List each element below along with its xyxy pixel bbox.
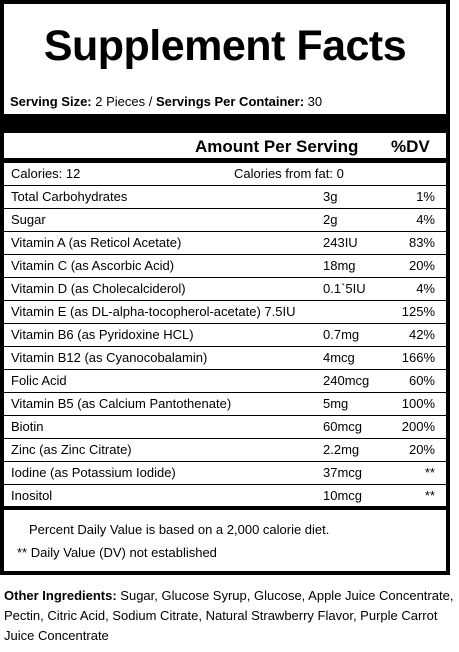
nutrient-name: Vitamin D (as Cholecalciderol): [11, 281, 186, 296]
nutrient-row: Vitamin E (as DL-alpha-tocopherol-acetat…: [4, 301, 446, 324]
nutrient-amount: 10mcg: [323, 488, 363, 503]
nutrient-row: Zinc (as Zinc Citrate) 2.2mg 20%: [4, 439, 446, 462]
nutrient-name: Vitamin B6 (as Pyridoxine HCL): [11, 327, 194, 342]
nutrient-dv: 20%: [408, 442, 435, 457]
nutrient-name: Zinc (as Zinc Citrate): [11, 442, 132, 457]
nutrient-name: Vitamin C (as Ascorbic Acid): [11, 258, 175, 273]
nutrient-dv: 60%: [408, 373, 435, 388]
nutrient-name: Vitamin E (as DL-alpha-tocopherol-acetat…: [11, 304, 296, 319]
nutrient-name: Folic Acid: [11, 373, 67, 388]
calories-from-fat: Calories from fat: 0: [234, 166, 344, 181]
nutrient-dv: 20%: [408, 258, 435, 273]
footnote-not-established: ** Daily Value (DV) not established: [17, 545, 217, 560]
nutrient-amount: 243IU: [323, 235, 358, 250]
nutrient-row: Vitamin A (as Reticol Acetate) 243IU 83%: [4, 232, 446, 255]
nutrient-name: Vitamin A (as Reticol Acetate): [11, 235, 182, 250]
nutrient-amount: 4mcg: [323, 350, 355, 365]
bottom-divider: [4, 506, 446, 510]
nutrient-amount: 240mcg: [323, 373, 370, 388]
nutrient-row: Sugar 2g 4%: [4, 209, 446, 232]
nutrient-name: Vitamin B5 (as Calcium Pantothenate): [11, 396, 232, 411]
nutrient-dv: **: [424, 465, 435, 480]
nutrient-amount: 60mcg: [323, 419, 363, 434]
calories-label: Calories: 12: [11, 166, 81, 181]
nutrient-dv: **: [424, 488, 435, 503]
nutrient-dv: 200%: [401, 419, 435, 434]
nutrient-amount: 37mcg: [323, 465, 363, 480]
amount-per-serving-header: Amount Per Serving: [195, 137, 359, 156]
other-ingredients-text: Sugar, Glucose Syrup, Glucose, Apple Jui…: [4, 588, 454, 643]
serving-size-value: 2 Pieces /: [91, 94, 156, 109]
nutrient-amount: 0.7mg: [323, 327, 360, 342]
nutrient-name: Sugar: [11, 212, 46, 227]
footnote-percent-dv: Percent Daily Value is based on a 2,000 …: [29, 522, 330, 537]
supplement-facts-panel: Supplement Facts Serving Size: 2 Pieces …: [0, 0, 450, 575]
serving-size-label: Serving Size:: [10, 94, 92, 109]
nutrient-amount: 18mg: [323, 258, 356, 273]
nutrient-name: Biotin: [11, 419, 44, 434]
nutrient-amount: 5mg: [323, 396, 349, 411]
nutrient-dv: 166%: [401, 350, 435, 365]
nutrient-name: Inositol: [11, 488, 53, 503]
nutrient-amount: 2g: [323, 212, 338, 227]
calories-row: Calories: 12 Calories from fat: 0: [4, 163, 446, 186]
column-header: Amount Per Serving %DV: [4, 134, 446, 158]
nutrient-amount: 2.2mg: [323, 442, 360, 457]
nutrient-name: Iodine (as Potassium Iodide): [11, 465, 176, 480]
nutrient-dv: 125%: [401, 304, 435, 319]
other-ingredients-label: Other Ingredients:: [4, 588, 117, 603]
nutrient-amount: 0.1`5IU: [323, 281, 366, 296]
serving-info: Serving Size: 2 Pieces / Servings Per Co…: [10, 94, 322, 110]
nutrient-row: Folic Acid 240mcg 60%: [4, 370, 446, 393]
nutrient-row: Vitamin B5 (as Calcium Pantothenate) 5mg 1…: [4, 393, 446, 416]
nutrient-name: Total Carbohydrates: [11, 189, 128, 204]
nutrient-dv: 4%: [416, 212, 435, 227]
panel-title: Supplement Facts: [43, 22, 407, 70]
nutrient-table: Calories: 12 Calories from fat: 0 Total …: [4, 163, 446, 507]
nutrient-row: Inositol 10mcg **: [4, 485, 446, 507]
servings-per-container-label: Servings Per Container:: [155, 94, 305, 109]
nutrient-amount: 3g: [323, 189, 338, 204]
medium-divider: [4, 158, 446, 163]
nutrient-dv: 100%: [401, 396, 435, 411]
nutrient-name: Vitamin B12 (as Cyanocobalamin): [11, 350, 208, 365]
dv-header: %DV: [391, 137, 430, 156]
nutrient-dv: 4%: [416, 281, 435, 296]
nutrient-dv: 1%: [416, 189, 435, 204]
nutrient-row: Vitamin B6 (as Pyridoxine HCL) 0.7mg 42%: [4, 324, 446, 347]
servings-per-container-value: 30: [304, 94, 323, 109]
nutrient-row: Biotin 60mcg 200%: [4, 416, 446, 439]
nutrient-row: Vitamin D (as Cholecalciderol) 0.1`5IU 4%: [4, 278, 446, 301]
nutrient-dv: 83%: [408, 235, 435, 250]
nutrient-dv: 42%: [408, 327, 435, 342]
nutrient-row: Vitamin C (as Ascorbic Acid) 18mg 20%: [4, 255, 446, 278]
nutrient-row: Iodine (as Potassium Iodide) 37mcg **: [4, 462, 446, 485]
other-ingredients: Other Ingredients: Sugar, Glucose Syrup,…: [4, 586, 456, 646]
nutrient-row: Vitamin B12 (as Cyanocobalamin) 4mcg 166%: [4, 347, 446, 370]
nutrient-row: Total Carbohydrates 3g 1%: [4, 186, 446, 209]
thick-divider: [4, 114, 446, 133]
